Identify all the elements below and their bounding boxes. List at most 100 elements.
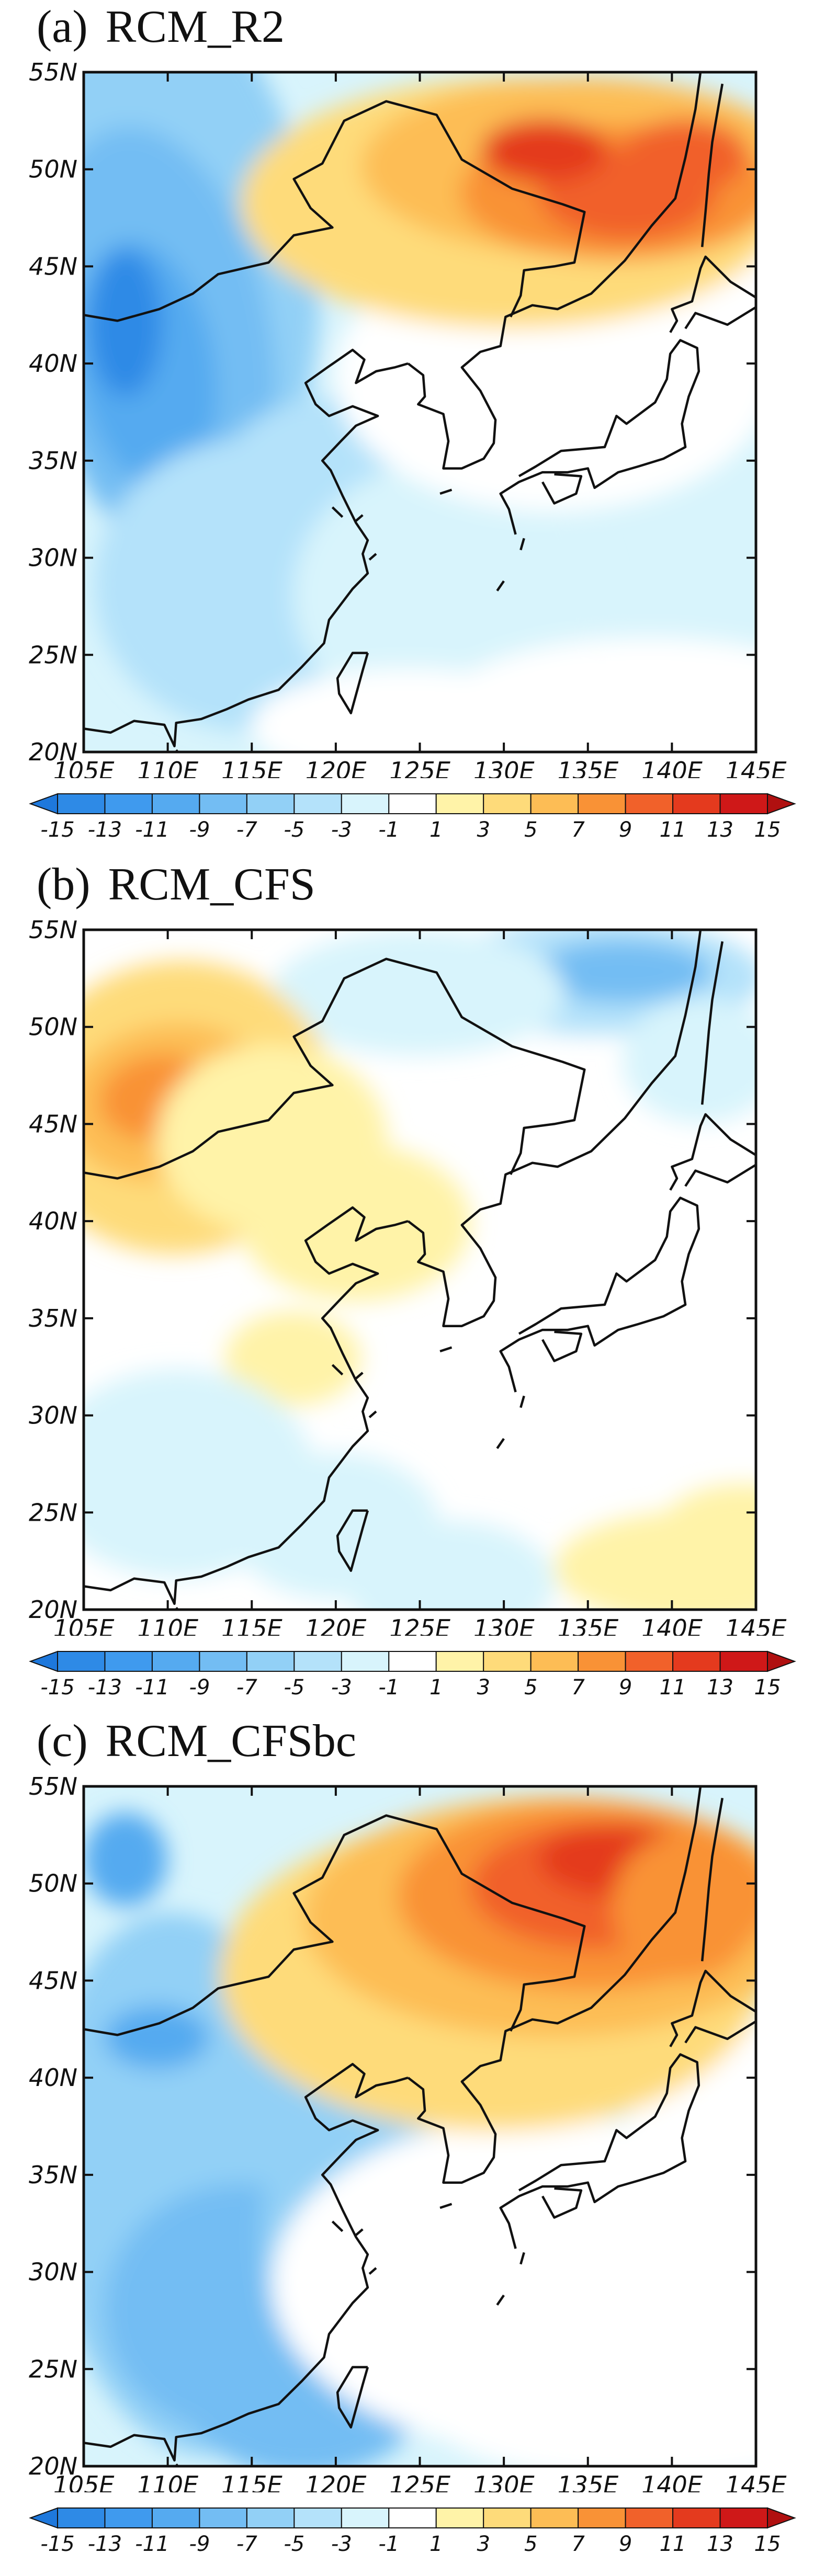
colorbar-swatch: [104, 2507, 153, 2528]
coastline: [331, 1364, 344, 1376]
anomaly-contour: [251, 668, 565, 752]
colorbar-swatch: [388, 793, 437, 814]
coastline: [84, 1206, 409, 1605]
coastline: [355, 1372, 364, 1380]
coastline: [355, 2228, 364, 2236]
lon-tick-label: 120E: [305, 2471, 366, 2492]
coastline: [84, 2062, 409, 2462]
lon-tick-label: 105E: [53, 2471, 115, 2492]
colorbar-swatch: [530, 1651, 579, 1672]
colorbar-swatch: [341, 2507, 390, 2528]
lon-tick-label: 145E: [726, 1614, 787, 1636]
colorbar-label: -15: [40, 2532, 74, 2556]
coastline: [331, 506, 344, 518]
lat-tick-label: 55N: [29, 62, 77, 86]
colorbar-label: 1: [430, 818, 443, 842]
colorbar-swatch: [199, 1651, 247, 1672]
colorbar-swatch: [341, 793, 390, 814]
coastline: [669, 255, 756, 333]
colorbar-swatch: [625, 2507, 674, 2528]
lon-tick-label: 145E: [726, 2471, 787, 2492]
coastline: [496, 1438, 505, 1449]
colorbar-swatch: [104, 1651, 153, 1672]
colorbar-swatch: [578, 2507, 626, 2528]
anomaly-contour: [105, 2006, 209, 2069]
lat-tick-label: 45N: [29, 252, 77, 280]
lon-tick-label: 125E: [389, 1614, 450, 1636]
coastline: [84, 1814, 586, 2036]
colorbar-label: -13: [88, 1675, 122, 1700]
colorbar-label: -11: [135, 1675, 169, 1700]
coastline: [669, 1969, 756, 2047]
anomaly-contour: [429, 2346, 756, 2466]
colorbar-swatch: [483, 2507, 532, 2528]
panel-name: RCM_CFS: [108, 859, 315, 910]
colorbar-swatch: [293, 793, 342, 814]
colorbar-swatch: [57, 1651, 106, 1672]
panel-title: (c) RCM_CFSbc: [37, 1718, 374, 1764]
colorbar-label: -15: [40, 1675, 74, 1700]
colorbar-label: 3: [477, 1675, 490, 1700]
colorbar-label: -3: [331, 2532, 352, 2556]
colorbar-label: 11: [660, 1675, 686, 1700]
lon-tick-label: 120E: [305, 1614, 366, 1636]
colorbar: -15 -13 -11 -9 -7 -5 -3 -1 1 3 5 7 9 11 13 15: [29, 793, 796, 842]
lon-tick-label: 140E: [641, 1614, 703, 1636]
coastline: [336, 652, 369, 714]
panel-label: (b): [37, 859, 91, 910]
colorbar-label: -7: [236, 818, 257, 842]
colorbar-arrow-high: [767, 793, 796, 815]
colorbar-label: -5: [284, 1675, 304, 1700]
lon-tick-label: 110E: [137, 1614, 198, 1636]
lon-tick-label: 125E: [389, 2471, 450, 2492]
colorbar-swatch: [435, 793, 484, 814]
colorbar-label: 15: [754, 1675, 781, 1700]
anomaly-contour: [89, 250, 162, 396]
lat-tick-label: 20N: [29, 1595, 77, 1624]
anomaly-contour: [272, 930, 565, 1055]
lon-tick-label: 130E: [473, 2471, 535, 2492]
lon-tick-label: 110E: [137, 2471, 198, 2492]
lon-tick-label: 105E: [53, 757, 115, 778]
coastline: [84, 348, 409, 748]
colorbar-label: 11: [660, 2532, 686, 2556]
lat-tick-label: 30N: [29, 1401, 77, 1430]
anomaly-contour: [481, 119, 607, 182]
coastline: [331, 2220, 344, 2232]
lat-tick-label: 50N: [29, 1870, 77, 1898]
colorbar-swatch: [483, 793, 532, 814]
colorbar-label: 5: [524, 818, 537, 842]
colorbar-label: -3: [331, 818, 352, 842]
anomaly-contour: [623, 998, 756, 1123]
colorbar-swatch: [578, 1651, 626, 1672]
colorbar-swatch: [625, 1651, 674, 1672]
colorbar-arrow-low: [29, 1650, 58, 1672]
colorbar-arrow-low: [29, 793, 58, 815]
colorbar-label: 1: [430, 1675, 443, 1700]
colorbar-label: -3: [331, 1675, 352, 1700]
lat-tick-label: 35N: [29, 1304, 77, 1332]
colorbar-label: -11: [135, 818, 169, 842]
lon-tick-label: 130E: [473, 757, 535, 778]
colorbar-swatch: [57, 793, 106, 814]
lat-tick-label: 30N: [29, 2258, 77, 2286]
panel-label: (a): [37, 2, 88, 52]
lon-tick-label: 135E: [557, 2471, 618, 2492]
colorbar-swatch: [293, 1651, 342, 1672]
colorbar-label: 13: [707, 2532, 733, 2556]
coastline: [336, 1509, 369, 1572]
coastline: [669, 1113, 756, 1191]
lat-tick-label: 40N: [29, 1207, 77, 1235]
colorbar-label: 7: [571, 2532, 585, 2556]
panel-label: (c): [37, 1716, 88, 1766]
colorbar-label: 13: [707, 1675, 733, 1700]
anomaly-contour: [534, 940, 711, 1003]
colorbar-swatch: [388, 1651, 437, 1672]
colorbar-swatch: [246, 2507, 295, 2528]
colorbar-label: -5: [284, 2532, 304, 2556]
coastline: [439, 2203, 453, 2209]
colorbar-label: -9: [189, 2532, 210, 2556]
coastline: [368, 2267, 377, 2275]
colorbar-swatch: [625, 793, 674, 814]
